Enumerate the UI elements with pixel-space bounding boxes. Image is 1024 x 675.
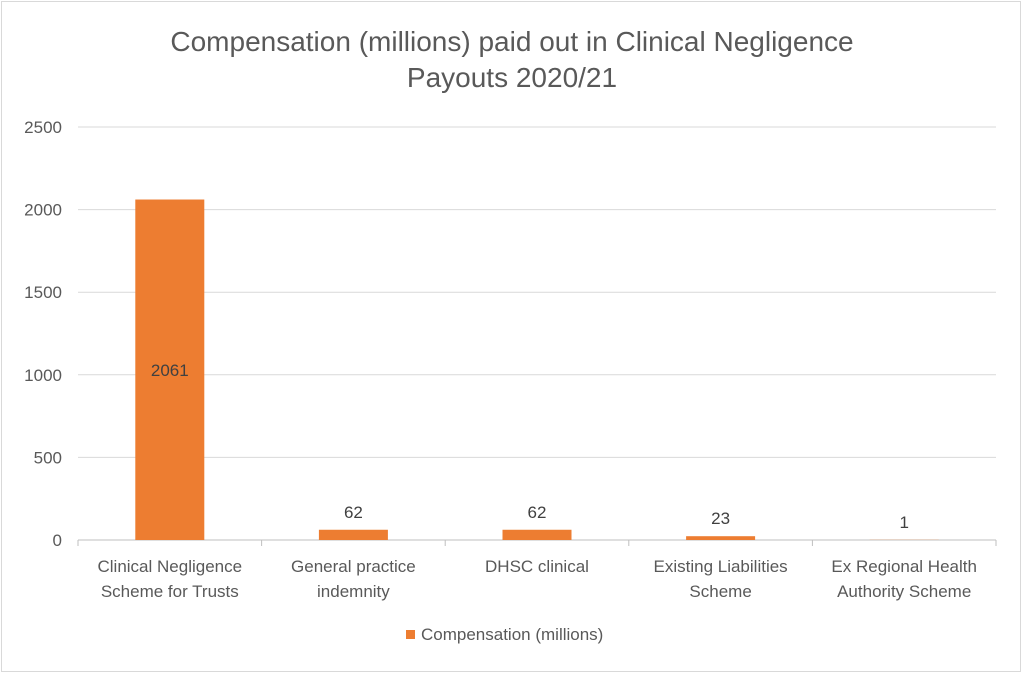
legend-label: Compensation (millions) (421, 625, 603, 644)
data-labels: 2061 62 62 23 1 (151, 361, 909, 532)
x-category-label: Ex Regional Health (831, 557, 977, 576)
x-category-label: Existing Liabilities (654, 557, 788, 576)
x-category-label: Scheme for Trusts (101, 582, 239, 601)
bars (135, 199, 939, 540)
data-label: 1 (899, 513, 908, 532)
data-label: 62 (528, 503, 547, 522)
legend: Compensation (millions) (406, 625, 603, 644)
y-tick-label: 1000 (24, 366, 62, 385)
bar (135, 199, 205, 540)
x-category-label: Authority Scheme (837, 582, 971, 601)
y-tick-label: 1500 (24, 283, 62, 302)
x-category-label: General practice (291, 557, 416, 576)
data-label: 2061 (151, 361, 189, 380)
y-tick-label: 500 (34, 448, 62, 467)
gridlines (77, 126, 997, 546)
y-tick-label: 0 (53, 531, 62, 550)
x-category-label: DHSC clinical (485, 557, 589, 576)
bar (686, 536, 756, 540)
y-tick-label: 2500 (24, 118, 62, 137)
data-label: 62 (344, 503, 363, 522)
x-axis: Clinical Negligence Scheme for Trusts Gene… (98, 557, 977, 601)
y-axis: 0 500 1000 1500 2000 2500 (24, 118, 62, 550)
y-tick-label: 2000 (24, 201, 62, 220)
chart-title-line2: Payouts 2020/21 (406, 62, 618, 93)
x-category-label: Scheme (689, 582, 751, 601)
chart-title-line1: Compensation (millions) paid out in Clin… (170, 26, 854, 57)
legend-swatch (406, 630, 415, 639)
bar (502, 529, 572, 540)
data-label: 23 (711, 509, 730, 528)
x-category-label: indemnity (317, 582, 390, 601)
x-category-label: Clinical Negligence (98, 557, 243, 576)
bar (318, 529, 388, 540)
